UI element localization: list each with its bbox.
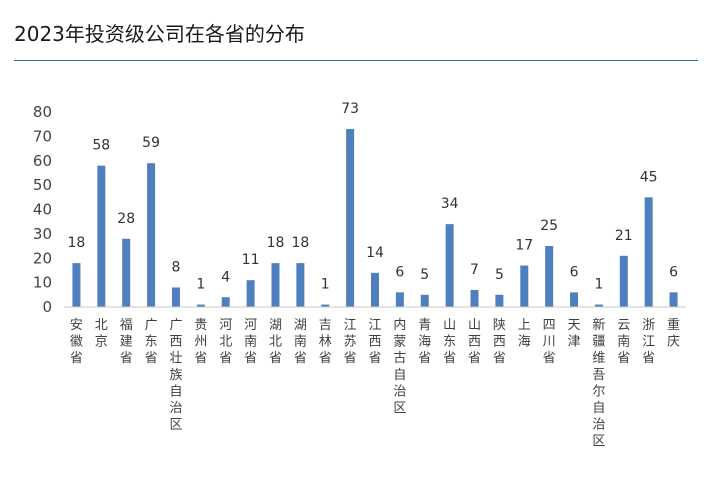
data-label: 58	[92, 138, 110, 154]
category-label: 山西省	[468, 318, 481, 366]
chart-title: 2023年投资级公司在各省的分布	[14, 22, 305, 46]
data-label: 6	[570, 264, 579, 280]
data-label: 11	[242, 252, 260, 268]
data-label: 8	[171, 260, 180, 276]
bar	[246, 280, 255, 307]
bar	[495, 294, 504, 307]
bar	[122, 238, 131, 307]
category-label: 福建省	[120, 318, 133, 366]
data-label: 5	[495, 267, 504, 283]
y-tick-label: 50	[33, 176, 52, 194]
data-label: 1	[196, 277, 205, 293]
bar	[420, 294, 429, 307]
bar	[445, 224, 454, 307]
data-label: 7	[470, 262, 479, 278]
category-label: 天津	[568, 318, 581, 350]
data-label: 1	[594, 277, 603, 293]
category-label: 贵州省	[194, 318, 207, 366]
data-label: 5	[420, 267, 429, 283]
bar	[196, 304, 205, 307]
bar	[619, 255, 628, 307]
category-label: 山东省	[443, 318, 456, 366]
data-label: 45	[640, 169, 658, 185]
category-label: 北京	[95, 318, 108, 350]
data-label: 14	[366, 245, 384, 261]
category-labels: 安徽省北京福建省广东省广西壮族自治区贵州省河北省河南省湖北省湖南省吉林省江苏省江…	[70, 317, 680, 449]
bars	[72, 129, 678, 307]
bar	[346, 129, 355, 307]
bar	[371, 272, 379, 307]
category-label: 广西壮族自治区	[169, 318, 182, 433]
bar	[221, 297, 230, 307]
bar	[395, 292, 404, 307]
data-label: 59	[142, 135, 160, 151]
bar	[296, 263, 305, 307]
category-label: 河南省	[244, 318, 257, 366]
category-label: 安徽省	[70, 318, 83, 366]
category-label: 重庆	[667, 317, 680, 350]
category-label: 青海省	[418, 318, 431, 366]
bar	[669, 292, 678, 307]
y-tick-label: 60	[33, 152, 52, 170]
bar	[545, 246, 554, 307]
bar	[570, 292, 579, 307]
category-label: 广东省	[145, 318, 158, 366]
data-label: 1	[321, 277, 330, 293]
y-tick-label: 0	[42, 298, 52, 316]
bar	[72, 263, 81, 307]
category-label: 内蒙古自治区	[393, 317, 406, 416]
data-label: 34	[441, 196, 459, 212]
bar	[594, 304, 603, 307]
bar	[271, 263, 280, 307]
category-label: 上海	[518, 318, 531, 350]
data-label: 21	[615, 228, 633, 244]
category-label: 湖南省	[294, 318, 307, 366]
y-tick-label: 30	[33, 225, 52, 243]
category-label: 吉林省	[319, 318, 332, 366]
data-label: 25	[540, 218, 558, 234]
y-axis-ticks: 0 10 20 30 40 50 60 70 80	[33, 103, 52, 316]
y-tick-label: 20	[33, 249, 52, 267]
y-tick-label: 80	[33, 103, 52, 121]
bar	[644, 197, 653, 307]
data-label: 6	[395, 264, 404, 280]
data-label: 4	[221, 269, 230, 285]
bar	[321, 304, 330, 307]
category-label: 陕西省	[493, 318, 506, 366]
category-label: 湖北省	[269, 318, 282, 366]
category-label: 新疆维吾尔自治区	[592, 317, 605, 449]
bar	[171, 287, 180, 307]
data-label: 18	[68, 235, 86, 251]
data-label: 6	[669, 264, 678, 280]
y-tick-label: 10	[33, 274, 52, 292]
bar	[97, 165, 106, 307]
category-label: 四川省	[543, 318, 556, 366]
bar	[147, 163, 156, 307]
data-label: 17	[515, 238, 533, 254]
category-label: 江西省	[368, 318, 381, 366]
data-label: 73	[341, 101, 359, 117]
category-label: 河北省	[219, 318, 232, 366]
y-tick-label: 70	[33, 127, 52, 145]
category-label: 江苏省	[344, 318, 357, 366]
bar	[520, 265, 529, 307]
category-label: 云南省	[617, 318, 630, 366]
data-label: 28	[117, 211, 135, 227]
data-label: 18	[291, 235, 309, 251]
data-label: 18	[267, 235, 285, 251]
category-label: 浙江省	[642, 318, 655, 366]
bar	[470, 289, 479, 307]
y-tick-label: 40	[33, 201, 52, 219]
title-rule	[14, 60, 698, 61]
